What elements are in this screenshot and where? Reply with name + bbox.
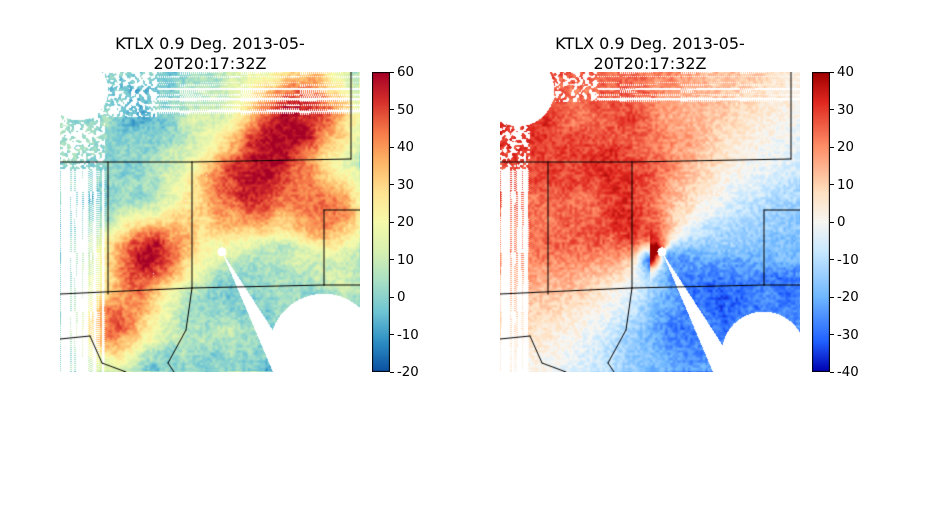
- tick-mark: [390, 334, 394, 335]
- tick-mark: [830, 72, 834, 73]
- tick-label: -20: [397, 365, 419, 380]
- tick-label: -40: [837, 365, 859, 380]
- tick-mark: [830, 109, 834, 110]
- tick-mark: [830, 372, 834, 373]
- tick-label: 30: [397, 178, 414, 193]
- tick-label: -10: [397, 328, 419, 343]
- tick-label: 60: [397, 65, 414, 80]
- tick-mark: [830, 147, 834, 148]
- reflectivity-plot: [60, 72, 360, 372]
- title-line1: KTLX 0.9 Deg. 2013-05-20T20:17:32Z: [555, 34, 745, 73]
- tick-label: 40: [397, 140, 414, 155]
- tick-mark: [830, 184, 834, 185]
- tick-label: -30: [837, 328, 859, 343]
- tick-label: 20: [837, 140, 854, 155]
- tick-mark: [390, 72, 394, 73]
- tick-label: 10: [397, 253, 414, 268]
- tick-label: 30: [837, 103, 854, 118]
- tick-mark: [830, 259, 834, 260]
- tick-mark: [390, 259, 394, 260]
- tick-label: 40: [837, 65, 854, 80]
- velocity-plot: [500, 72, 800, 372]
- tick-mark: [390, 109, 394, 110]
- tick-mark: [390, 147, 394, 148]
- tick-label: 50: [397, 103, 414, 118]
- tick-mark: [390, 297, 394, 298]
- velocity-panel: KTLX 0.9 Deg. 2013-05-20T20:17:32Z Radia…: [500, 72, 900, 372]
- velocity-colorbar: [812, 72, 830, 372]
- tick-label: 0: [397, 290, 405, 305]
- reflectivity-colorbar: [372, 72, 390, 372]
- tick-mark: [390, 184, 394, 185]
- tick-mark: [390, 222, 394, 223]
- tick-mark: [830, 297, 834, 298]
- tick-mark: [390, 372, 394, 373]
- tick-label: 0: [837, 215, 845, 230]
- tick-label: 10: [837, 178, 854, 193]
- tick-label: -20: [837, 290, 859, 305]
- tick-label: 20: [397, 215, 414, 230]
- tick-mark: [830, 222, 834, 223]
- tick-mark: [830, 334, 834, 335]
- reflectivity-panel: KTLX 0.9 Deg. 2013-05-20T20:17:32Z Equiv…: [60, 72, 460, 372]
- tick-label: -10: [837, 253, 859, 268]
- title-line1: KTLX 0.9 Deg. 2013-05-20T20:17:32Z: [115, 34, 305, 73]
